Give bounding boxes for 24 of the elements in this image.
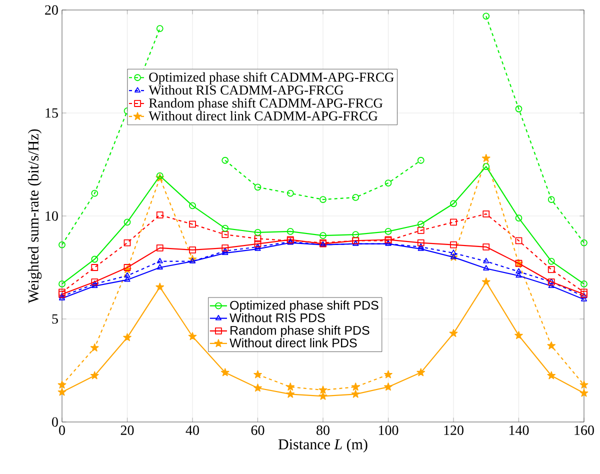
legend-label: Optimized phase shift PDS <box>230 300 378 312</box>
y-axis-title: Weighted sum-rate (bit/s/Hz) <box>28 129 42 304</box>
x-tick-label: 140 <box>509 426 529 435</box>
x-tick-label: 20 <box>120 426 134 435</box>
y-tick-label: 10 <box>46 211 58 221</box>
x-tick-label: 100 <box>378 426 398 435</box>
y-tick-label: 0 <box>52 417 58 427</box>
x-tick-label: 60 <box>251 426 264 435</box>
y-tick-label: 15 <box>46 108 58 118</box>
legend-label: Random phase shift CADMM-APG-FRCG <box>149 98 383 110</box>
x-tick-label: 40 <box>186 426 199 435</box>
x-tick-label: 160 <box>574 426 594 435</box>
legend-label: Without direct link CADMM-APG-FRCG <box>148 110 378 121</box>
legend-label: Without direct link PDS <box>230 338 357 348</box>
x-tick-label: 120 <box>444 426 464 435</box>
y-tick-label: 20 <box>45 5 58 15</box>
y-tick-label: 5 <box>52 314 58 324</box>
x-axis-title: Distance L (m) <box>278 438 368 452</box>
x-tick-label: 0 <box>59 426 65 435</box>
legend-label: Without RIS CADMM-APG-FRCG <box>148 85 344 95</box>
legend-label: Optimized phase shift CADMM-APG-FRCG <box>149 72 394 84</box>
legend-label: Without RIS PDS <box>230 313 325 322</box>
legend-label: Random phase shift PDS <box>230 326 370 338</box>
x-tick-label: 80 <box>316 426 330 435</box>
